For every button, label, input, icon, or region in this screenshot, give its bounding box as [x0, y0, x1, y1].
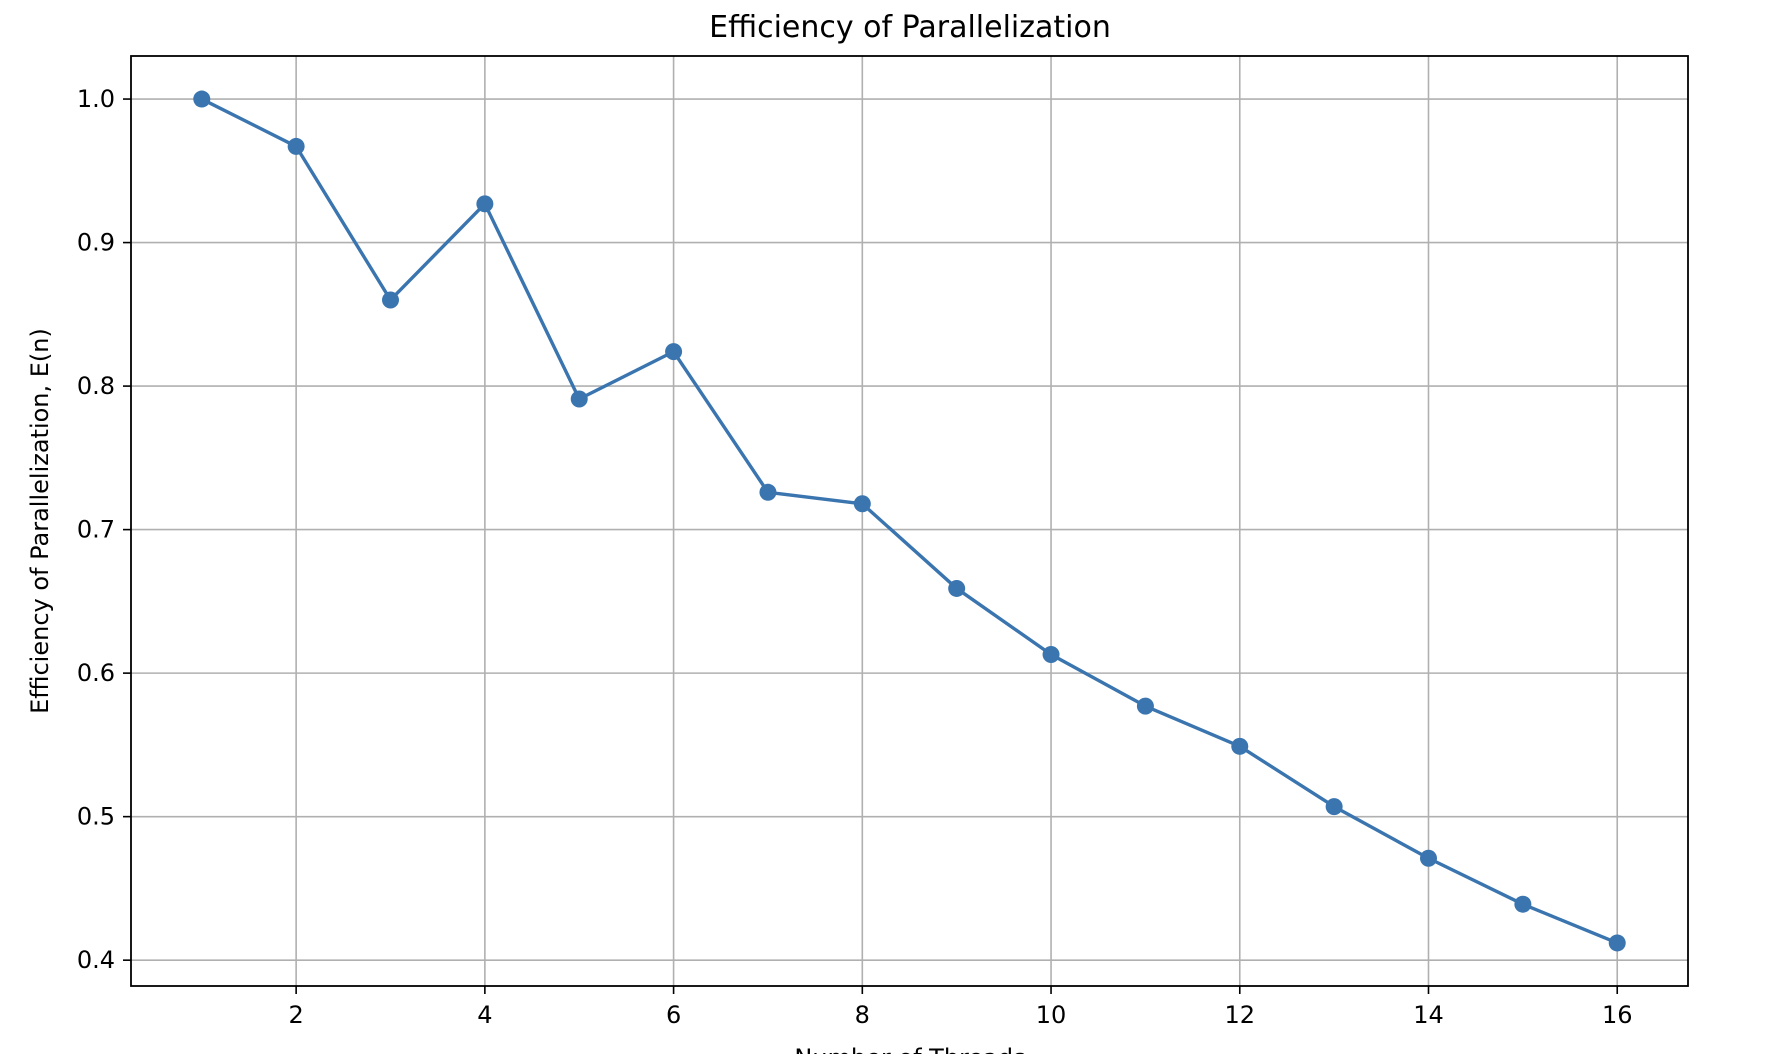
grid — [131, 56, 1688, 986]
data-point — [1608, 934, 1626, 952]
data-point — [382, 291, 399, 309]
y-tick-label: 0.5 — [77, 803, 115, 831]
series-line — [201, 97, 1618, 945]
plot-frame — [130, 55, 1689, 987]
data-point — [193, 90, 211, 108]
data-point — [948, 579, 966, 597]
x-tick-label: 12 — [1224, 1001, 1255, 1029]
x-tick-label: 2 — [288, 1001, 303, 1029]
x-axis: 2 4 6 8 10 12 14 16 — [288, 986, 1633, 1029]
data-point — [1136, 697, 1154, 715]
x-tick-label: 14 — [1413, 1001, 1444, 1029]
y-tick-label: 0.6 — [77, 659, 115, 687]
x-tick-label: 16 — [1602, 1001, 1633, 1029]
x-tick-label: 4 — [477, 1001, 492, 1029]
data-point — [1231, 737, 1249, 755]
x-axis-label: Number of Threads — [794, 1044, 1025, 1054]
data-point — [759, 483, 777, 501]
y-axis: 0.4 0.5 0.6 0.7 0.8 0.9 1.0 — [77, 85, 131, 974]
data-point — [665, 343, 683, 361]
y-tick-label: 0.9 — [77, 229, 115, 257]
chart-title: Efficiency of Parallelization — [709, 10, 1111, 45]
y-axis-label: Efficiency of Parallelization, E(n) — [26, 328, 54, 714]
data-point — [570, 390, 588, 408]
data-point — [1325, 798, 1343, 816]
y-tick-label: 0.4 — [77, 946, 115, 974]
data-point — [853, 495, 871, 513]
data-point — [476, 195, 494, 213]
data-point — [1042, 645, 1060, 663]
data-point — [1420, 849, 1437, 867]
x-tick-label: 10 — [1036, 1001, 1067, 1029]
y-tick-label: 0.8 — [77, 372, 115, 400]
y-tick-label: 1.0 — [77, 85, 115, 113]
x-tick-label: 6 — [666, 1001, 681, 1029]
data-point — [1514, 895, 1532, 913]
data-point — [287, 137, 305, 155]
series — [193, 90, 1626, 952]
y-tick-label: 0.7 — [77, 516, 115, 544]
x-tick-label: 8 — [855, 1001, 870, 1029]
